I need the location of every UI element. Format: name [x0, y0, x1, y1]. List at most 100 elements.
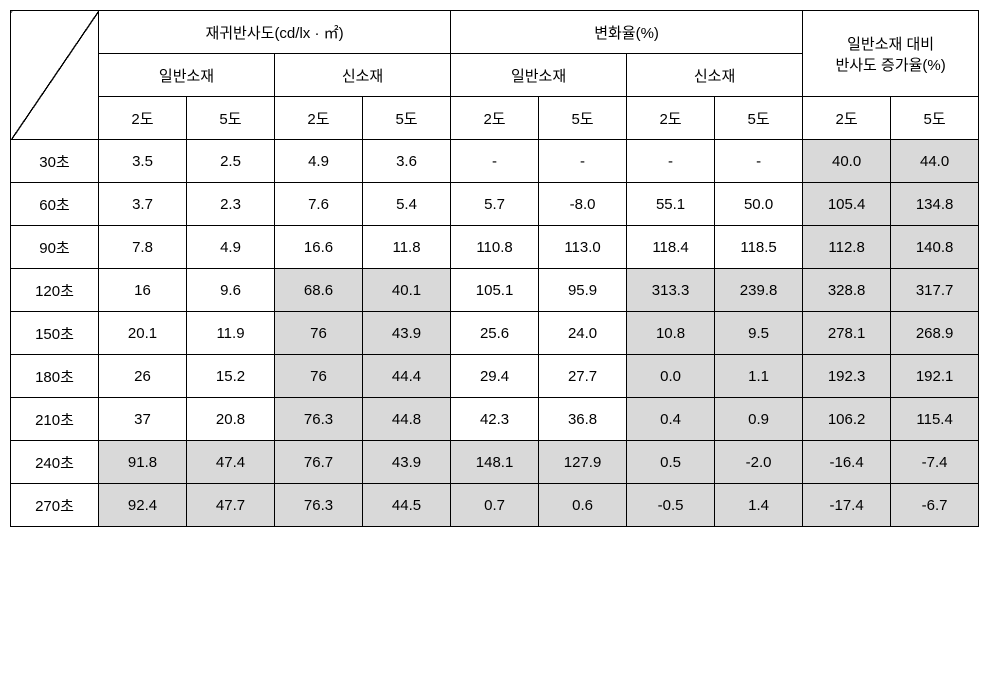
data-cell: 15.2: [187, 355, 275, 398]
data-cell: 0.6: [539, 484, 627, 527]
data-cell: 105.4: [803, 183, 891, 226]
row-label: 180초: [11, 355, 99, 398]
table-row: 90초7.84.916.611.8110.8113.0118.4118.5112…: [11, 226, 979, 269]
data-cell: 2.3: [187, 183, 275, 226]
data-cell: 3.6: [363, 140, 451, 183]
data-cell: 3.7: [99, 183, 187, 226]
data-cell: 11.9: [187, 312, 275, 355]
col-deg2: 2도: [803, 97, 891, 140]
data-cell: 317.7: [891, 269, 979, 312]
data-cell: 44.5: [363, 484, 451, 527]
subheader-new-2: 신소재: [627, 54, 803, 97]
col-deg5: 5도: [715, 97, 803, 140]
data-cell: 0.5: [627, 441, 715, 484]
data-cell: 76: [275, 312, 363, 355]
subheader-general-1: 일반소재: [99, 54, 275, 97]
corner-diagonal-cell: [11, 11, 99, 140]
data-cell: 43.9: [363, 312, 451, 355]
col-deg2: 2도: [99, 97, 187, 140]
data-cell: 113.0: [539, 226, 627, 269]
subheader-general-2: 일반소재: [451, 54, 627, 97]
data-cell: 112.8: [803, 226, 891, 269]
header-group-change-rate: 변화율(%): [451, 11, 803, 54]
data-cell: 313.3: [627, 269, 715, 312]
data-cell: 5.4: [363, 183, 451, 226]
data-cell: 25.6: [451, 312, 539, 355]
data-cell: 0.0: [627, 355, 715, 398]
data-cell: 76: [275, 355, 363, 398]
data-cell: 68.6: [275, 269, 363, 312]
row-label: 150초: [11, 312, 99, 355]
subheader-new-1: 신소재: [275, 54, 451, 97]
data-cell: 140.8: [891, 226, 979, 269]
data-cell: 36.8: [539, 398, 627, 441]
data-cell: 7.8: [99, 226, 187, 269]
header-increase-line2: 반사도 증가율(%): [835, 57, 945, 74]
col-deg5: 5도: [363, 97, 451, 140]
data-cell: -7.4: [891, 441, 979, 484]
data-cell: 239.8: [715, 269, 803, 312]
data-cell: 44.4: [363, 355, 451, 398]
data-cell: 44.8: [363, 398, 451, 441]
data-cell: 0.7: [451, 484, 539, 527]
data-cell: 16: [99, 269, 187, 312]
data-cell: 29.4: [451, 355, 539, 398]
table-header: 재귀반사도(cd/lx · ㎡) 변화율(%) 일반소재 대비 반사도 증가율(…: [11, 11, 979, 140]
data-cell: 26: [99, 355, 187, 398]
data-cell: 118.4: [627, 226, 715, 269]
data-cell: 43.9: [363, 441, 451, 484]
data-cell: 106.2: [803, 398, 891, 441]
data-cell: -: [715, 140, 803, 183]
col-deg5: 5도: [187, 97, 275, 140]
table-row: 210초3720.876.344.842.336.80.40.9106.2115…: [11, 398, 979, 441]
row-label: 120초: [11, 269, 99, 312]
data-cell: 7.6: [275, 183, 363, 226]
data-cell: 278.1: [803, 312, 891, 355]
header-increase-line1: 일반소재 대비: [847, 36, 934, 53]
data-cell: -: [627, 140, 715, 183]
col-deg2: 2도: [275, 97, 363, 140]
data-cell: 40.1: [363, 269, 451, 312]
data-cell: 50.0: [715, 183, 803, 226]
row-label: 30초: [11, 140, 99, 183]
data-cell: 76.7: [275, 441, 363, 484]
data-cell: 105.1: [451, 269, 539, 312]
table-row: 30초3.52.54.93.6----40.044.0: [11, 140, 979, 183]
data-cell: 42.3: [451, 398, 539, 441]
data-cell: 4.9: [275, 140, 363, 183]
header-group-increase-rate: 일반소재 대비 반사도 증가율(%): [803, 11, 979, 97]
data-cell: 110.8: [451, 226, 539, 269]
data-table: 재귀반사도(cd/lx · ㎡) 변화율(%) 일반소재 대비 반사도 증가율(…: [10, 10, 979, 527]
data-cell: 5.7: [451, 183, 539, 226]
table-row: 60초3.72.37.65.45.7-8.055.150.0105.4134.8: [11, 183, 979, 226]
data-cell: 55.1: [627, 183, 715, 226]
data-cell: 16.6: [275, 226, 363, 269]
table-row: 180초2615.27644.429.427.70.01.1192.3192.1: [11, 355, 979, 398]
data-cell: 1.4: [715, 484, 803, 527]
row-label: 60초: [11, 183, 99, 226]
data-cell: 92.4: [99, 484, 187, 527]
data-cell: 76.3: [275, 484, 363, 527]
data-cell: 91.8: [99, 441, 187, 484]
data-cell: 20.1: [99, 312, 187, 355]
header-group-retroreflectivity: 재귀반사도(cd/lx · ㎡): [99, 11, 451, 54]
data-cell: 1.1: [715, 355, 803, 398]
data-cell: 134.8: [891, 183, 979, 226]
data-cell: 328.8: [803, 269, 891, 312]
col-deg5: 5도: [539, 97, 627, 140]
col-deg2: 2도: [627, 97, 715, 140]
data-cell: 192.1: [891, 355, 979, 398]
data-cell: -16.4: [803, 441, 891, 484]
data-cell: -6.7: [891, 484, 979, 527]
data-cell: 27.7: [539, 355, 627, 398]
row-label: 90초: [11, 226, 99, 269]
data-cell: 127.9: [539, 441, 627, 484]
data-cell: 2.5: [187, 140, 275, 183]
data-cell: 118.5: [715, 226, 803, 269]
data-cell: -8.0: [539, 183, 627, 226]
data-cell: 47.4: [187, 441, 275, 484]
data-cell: 3.5: [99, 140, 187, 183]
row-label: 270초: [11, 484, 99, 527]
data-cell: 192.3: [803, 355, 891, 398]
data-cell: -17.4: [803, 484, 891, 527]
